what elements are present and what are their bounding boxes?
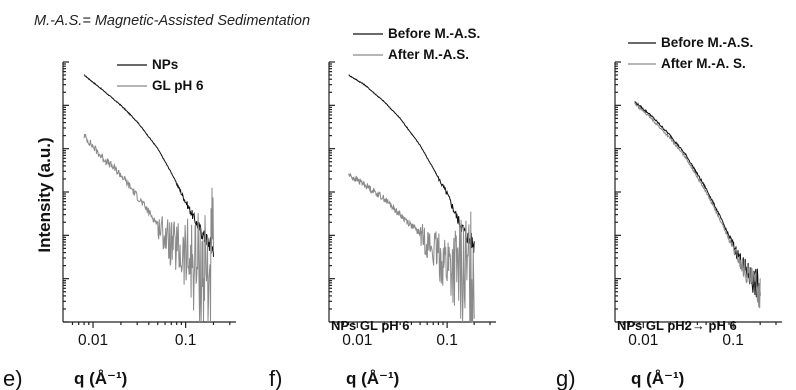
x-tick-label: 0.1 [175, 332, 197, 349]
series-line-2 [348, 173, 475, 323]
legend-label: NPs [152, 57, 178, 72]
x-tick-label: 0.01 [78, 332, 108, 349]
x-tick-label: 0.1 [722, 332, 744, 349]
panel-e: 0.01 0.1 e) q (Å⁻¹) NPs GL pH 6 [3, 57, 236, 390]
legend-label: Before M.-A.S. [388, 26, 480, 41]
y-axis-label: Intensity (a.u.) [35, 137, 54, 252]
panel-letter: f) [269, 366, 282, 390]
panel-annotation: NPs GL pH2→ pH 6 [617, 318, 737, 333]
x-axis-label: q (Å⁻¹) [631, 369, 684, 388]
legend-label: After M.-A. S. [661, 56, 746, 71]
x-tick-label: 0.1 [436, 332, 458, 349]
panel-g: 0.01 0.1 g) q (Å⁻¹) Before M.-A.S. After M.-A… [556, 35, 782, 390]
series-line-1 [348, 74, 475, 253]
x-axis-label: q (Å⁻¹) [74, 369, 127, 388]
panels: 0.01 0.1 e) q (Å⁻¹) NPs GL pH 6 0.01 0.1 f) q (Å⁻… [3, 26, 782, 390]
legend-label: Before M.-A.S. [661, 35, 753, 50]
legend-label: GL pH 6 [152, 78, 204, 93]
panel-annotation: NPs GL pH 6 [331, 318, 410, 333]
legend-label: After M.-A.S. [388, 47, 469, 62]
x-axis-label: q (Å⁻¹) [346, 369, 399, 388]
panel-f: 0.01 0.1 f) q (Å⁻¹) Before M.-A.S. After M.-A… [269, 26, 496, 390]
panel-letter: e) [3, 366, 23, 390]
abbreviation-note: M.-A.S.= Magnetic-Assisted Sedimentation [34, 13, 310, 29]
series-line-2 [634, 102, 761, 309]
panel-letter: g) [556, 366, 576, 390]
x-tick-label: 0.01 [342, 332, 372, 349]
x-tick-label: 0.01 [628, 332, 658, 349]
series-line-1 [83, 74, 214, 257]
series-line-2 [83, 133, 214, 323]
